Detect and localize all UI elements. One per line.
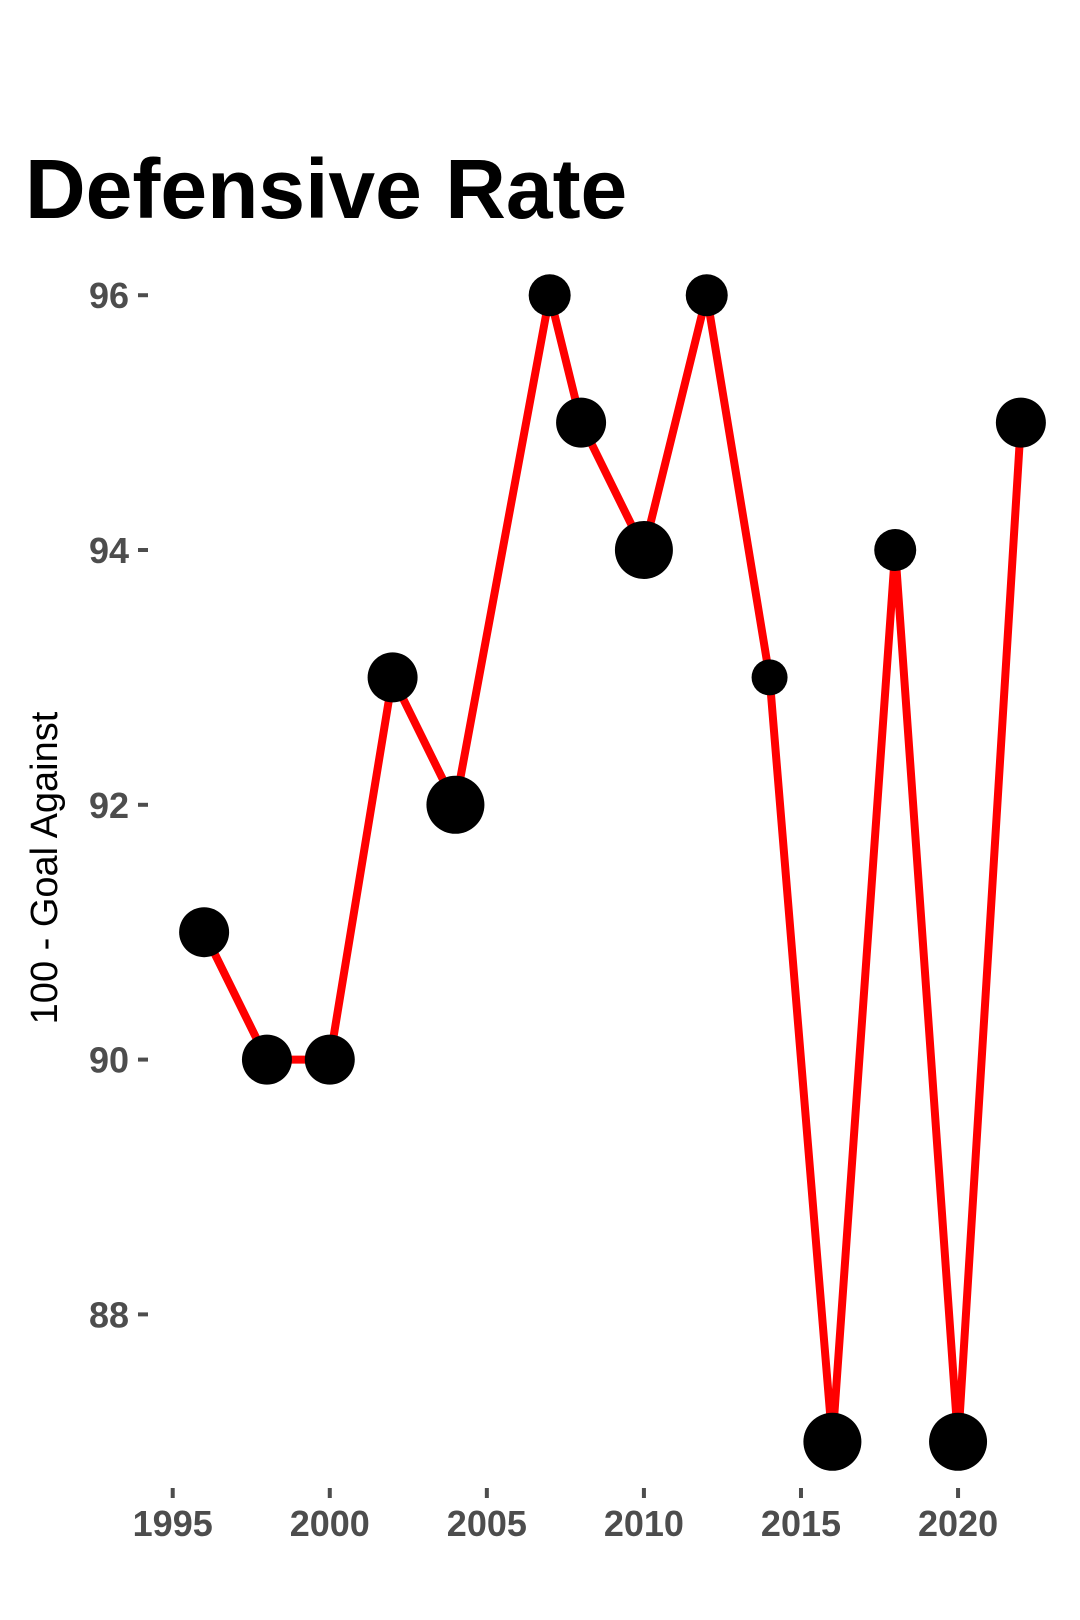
data-point xyxy=(367,652,418,703)
data-point xyxy=(751,659,788,696)
series-line-group xyxy=(200,294,1025,1443)
y-tick-label: 92 xyxy=(89,785,129,826)
chart-title: Defensive Rate xyxy=(25,142,627,236)
y-tick-label: 94 xyxy=(89,530,129,571)
y-tick-label: 90 xyxy=(89,1040,129,1081)
data-points xyxy=(179,274,1046,1471)
series-line xyxy=(200,294,1025,1443)
data-point xyxy=(614,521,673,580)
data-point xyxy=(304,1034,355,1085)
data-point xyxy=(803,1412,862,1471)
x-tick-label: 2000 xyxy=(290,1503,370,1544)
y-axis-label: 100 - Goal Against xyxy=(24,711,66,1024)
y-tick-label: 88 xyxy=(89,1294,129,1335)
data-point xyxy=(685,274,728,317)
x-tick-label: 2005 xyxy=(447,1503,527,1544)
data-point xyxy=(929,1412,988,1471)
data-point xyxy=(874,529,917,572)
x-tick-label: 2020 xyxy=(918,1503,998,1544)
x-tick-label: 2010 xyxy=(604,1503,684,1544)
data-point xyxy=(995,397,1046,448)
y-axis: 88 90 92 94 96 xyxy=(89,275,148,1335)
x-tick-label: 2015 xyxy=(761,1503,841,1544)
data-point xyxy=(556,397,607,448)
data-point xyxy=(528,274,571,317)
data-point xyxy=(426,775,485,834)
data-point xyxy=(179,907,230,958)
x-tick-label: 1995 xyxy=(133,1503,213,1544)
y-tick-label: 96 xyxy=(89,275,129,316)
x-axis: 1995 2000 2005 2010 2015 2020 xyxy=(133,1488,998,1544)
data-point xyxy=(241,1034,292,1085)
